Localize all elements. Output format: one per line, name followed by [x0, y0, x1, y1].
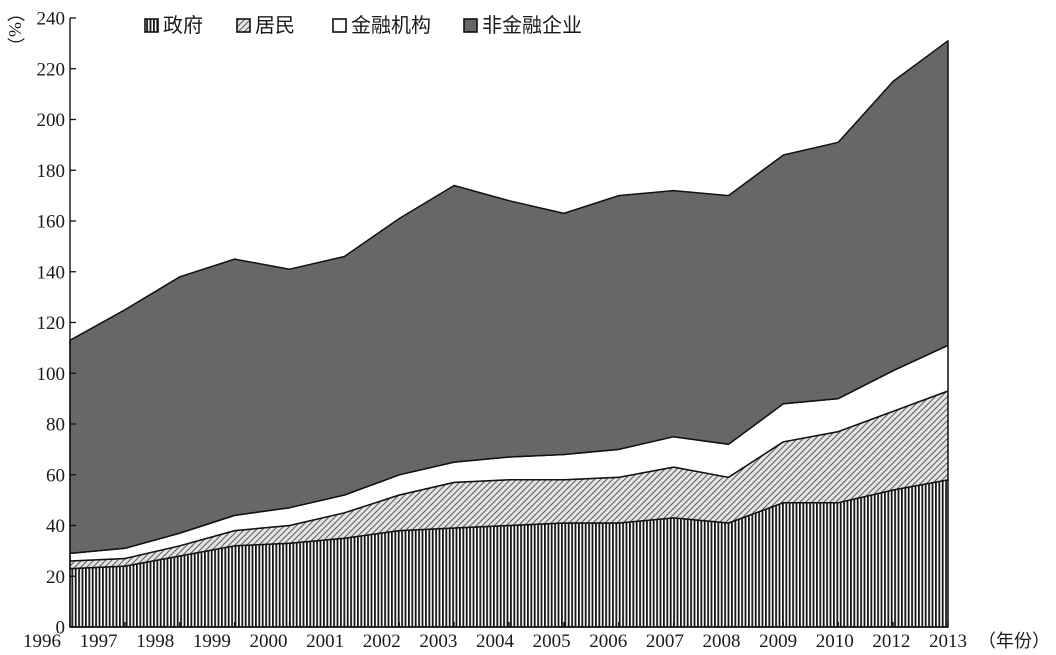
x-tick-label: 2005: [533, 631, 571, 652]
legend-swatch: [144, 18, 159, 33]
legend-item: 居民: [236, 15, 295, 37]
x-tick-label: 2009: [759, 631, 797, 652]
y-tick-label: 220: [37, 59, 66, 80]
x-tick-label: 2012: [872, 631, 910, 652]
x-tick-label: 1997: [80, 631, 118, 652]
x-tick-label: 2013: [929, 631, 967, 652]
y-axis-label: （%）: [5, 4, 25, 55]
x-tick-label: 2003: [419, 631, 457, 652]
y-axis-ticks: 0 20 40 60 80 100 120 140 160 180 200 220 240: [37, 9, 76, 639]
y-tick-label: 20: [46, 567, 65, 588]
x-tick-label: 2001: [306, 631, 344, 652]
legend-label: 居民: [255, 15, 295, 37]
x-tick-label: 1999: [193, 631, 231, 652]
x-tick-label: 1998: [136, 631, 174, 652]
y-tick-label: 40: [46, 516, 65, 537]
x-axis-ticks: 1996 1997 1998 1999 2000 2001 2002 2003 2004 2005…: [23, 622, 967, 652]
y-tick-label: 140: [37, 262, 66, 283]
legend: 政府 居民 金融机构 非金融企业: [144, 14, 582, 37]
legend-label: 政府: [163, 14, 203, 37]
y-tick-label: 0: [56, 618, 66, 639]
y-tick-label: 180: [37, 161, 66, 182]
y-tick-label: 80: [46, 415, 65, 436]
y-tick-label: 60: [46, 465, 65, 486]
x-tick-label: 2010: [816, 631, 854, 652]
legend-swatch: [332, 18, 347, 33]
area-layers: [69, 40, 949, 628]
legend-swatch: [236, 18, 251, 33]
legend-item: 政府: [144, 14, 203, 37]
legend-label: 非金融企业: [482, 14, 582, 37]
legend-item: 金融机构: [332, 14, 431, 37]
x-tick-label: 2006: [589, 631, 627, 652]
x-tick-label: 2007: [646, 631, 684, 652]
legend-label: 金融机构: [351, 14, 431, 37]
x-tick-label: 2008: [703, 631, 741, 652]
legend-swatch: [463, 18, 478, 33]
legend-item: 非金融企业: [463, 14, 582, 37]
x-tick-label: 2002: [363, 631, 401, 652]
x-axis-label: （年份）: [978, 631, 1050, 651]
area-series-3: [69, 40, 949, 555]
x-tick-label: 1996: [23, 631, 61, 652]
y-tick-label: 100: [37, 364, 66, 385]
y-tick-label: 120: [37, 313, 66, 334]
y-tick-label: 160: [37, 212, 66, 233]
y-tick-label: 200: [37, 110, 66, 131]
x-tick-label: 2004: [476, 631, 515, 652]
x-tick-label: 2000: [250, 631, 288, 652]
y-tick-label: 240: [37, 9, 66, 30]
